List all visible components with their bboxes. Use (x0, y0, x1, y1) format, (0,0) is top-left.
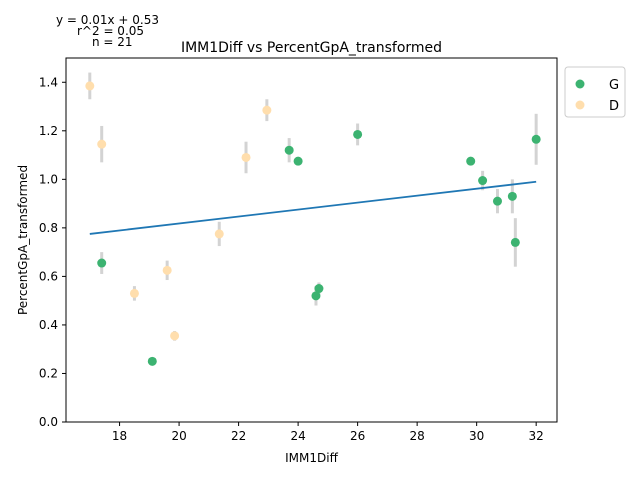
y-tick-label: 1.2 (39, 124, 58, 138)
data-point-d (214, 229, 224, 239)
data-point-g (466, 156, 476, 166)
regression-line (89, 180, 537, 235)
data-point-g (311, 291, 321, 301)
points-layer (85, 81, 541, 366)
legend-label-g: G (609, 78, 619, 93)
legend-marker-d (575, 100, 585, 110)
data-point-g (97, 258, 107, 268)
y-tick-label: 0.0 (39, 415, 58, 429)
data-point-d (85, 81, 95, 91)
data-point-d (170, 331, 180, 341)
data-point-g (478, 176, 488, 186)
y-tick-label: 0.6 (39, 269, 58, 283)
chart-title: IMM1Diff vs PercentGpA_transformed (181, 40, 442, 56)
data-point-g (147, 356, 157, 366)
y-tick-label: 0.4 (39, 318, 58, 332)
y-tick-label: 1.4 (39, 75, 58, 89)
x-tick-label: 24 (290, 429, 305, 443)
axes-layer: 18 20 22 24 26 28 30 32 0.0 0.2 0.4 0.6 0.8 1.0 1.2 1.4… (16, 40, 558, 465)
data-point-g (510, 237, 520, 247)
data-point-g (492, 196, 502, 206)
y-axis-label: PercentGpA_transformed (16, 165, 30, 315)
data-point-g (353, 129, 363, 139)
data-point-g (531, 134, 541, 144)
legend-label-d: D (609, 99, 619, 114)
data-point-d (262, 105, 272, 115)
legend: GD (564, 66, 626, 118)
y-tick-label: 0.8 (39, 221, 58, 235)
data-point-d (129, 288, 139, 298)
annotation-equation: y = 0.01x + 0.53 (56, 13, 160, 27)
errorbars-layer (88, 72, 538, 341)
x-tick-label: 22 (231, 429, 246, 443)
x-tick-label: 18 (112, 429, 127, 443)
annotation-r-squared: r^2 = 0.05 (77, 24, 145, 38)
data-point-d (241, 152, 251, 162)
data-point-g (293, 156, 303, 166)
x-tick-label: 32 (529, 429, 544, 443)
legend-marker-g (575, 79, 585, 89)
fit-line-layer (89, 180, 537, 235)
x-tick-label: 20 (171, 429, 186, 443)
data-point-g (314, 284, 324, 294)
data-point-d (97, 139, 107, 149)
data-point-g (507, 191, 517, 201)
y-tick-label: 0.2 (39, 366, 58, 380)
x-tick-label: 28 (409, 429, 424, 443)
x-tick-label: 30 (469, 429, 484, 443)
annotation-n: n = 21 (92, 35, 133, 49)
data-point-g (284, 145, 294, 155)
plot-frame (65, 57, 558, 423)
data-point-d (162, 265, 172, 275)
y-tick-label: 1.0 (39, 172, 58, 186)
x-tick-label: 26 (350, 429, 365, 443)
x-axis-label: IMM1Diff (285, 451, 338, 465)
